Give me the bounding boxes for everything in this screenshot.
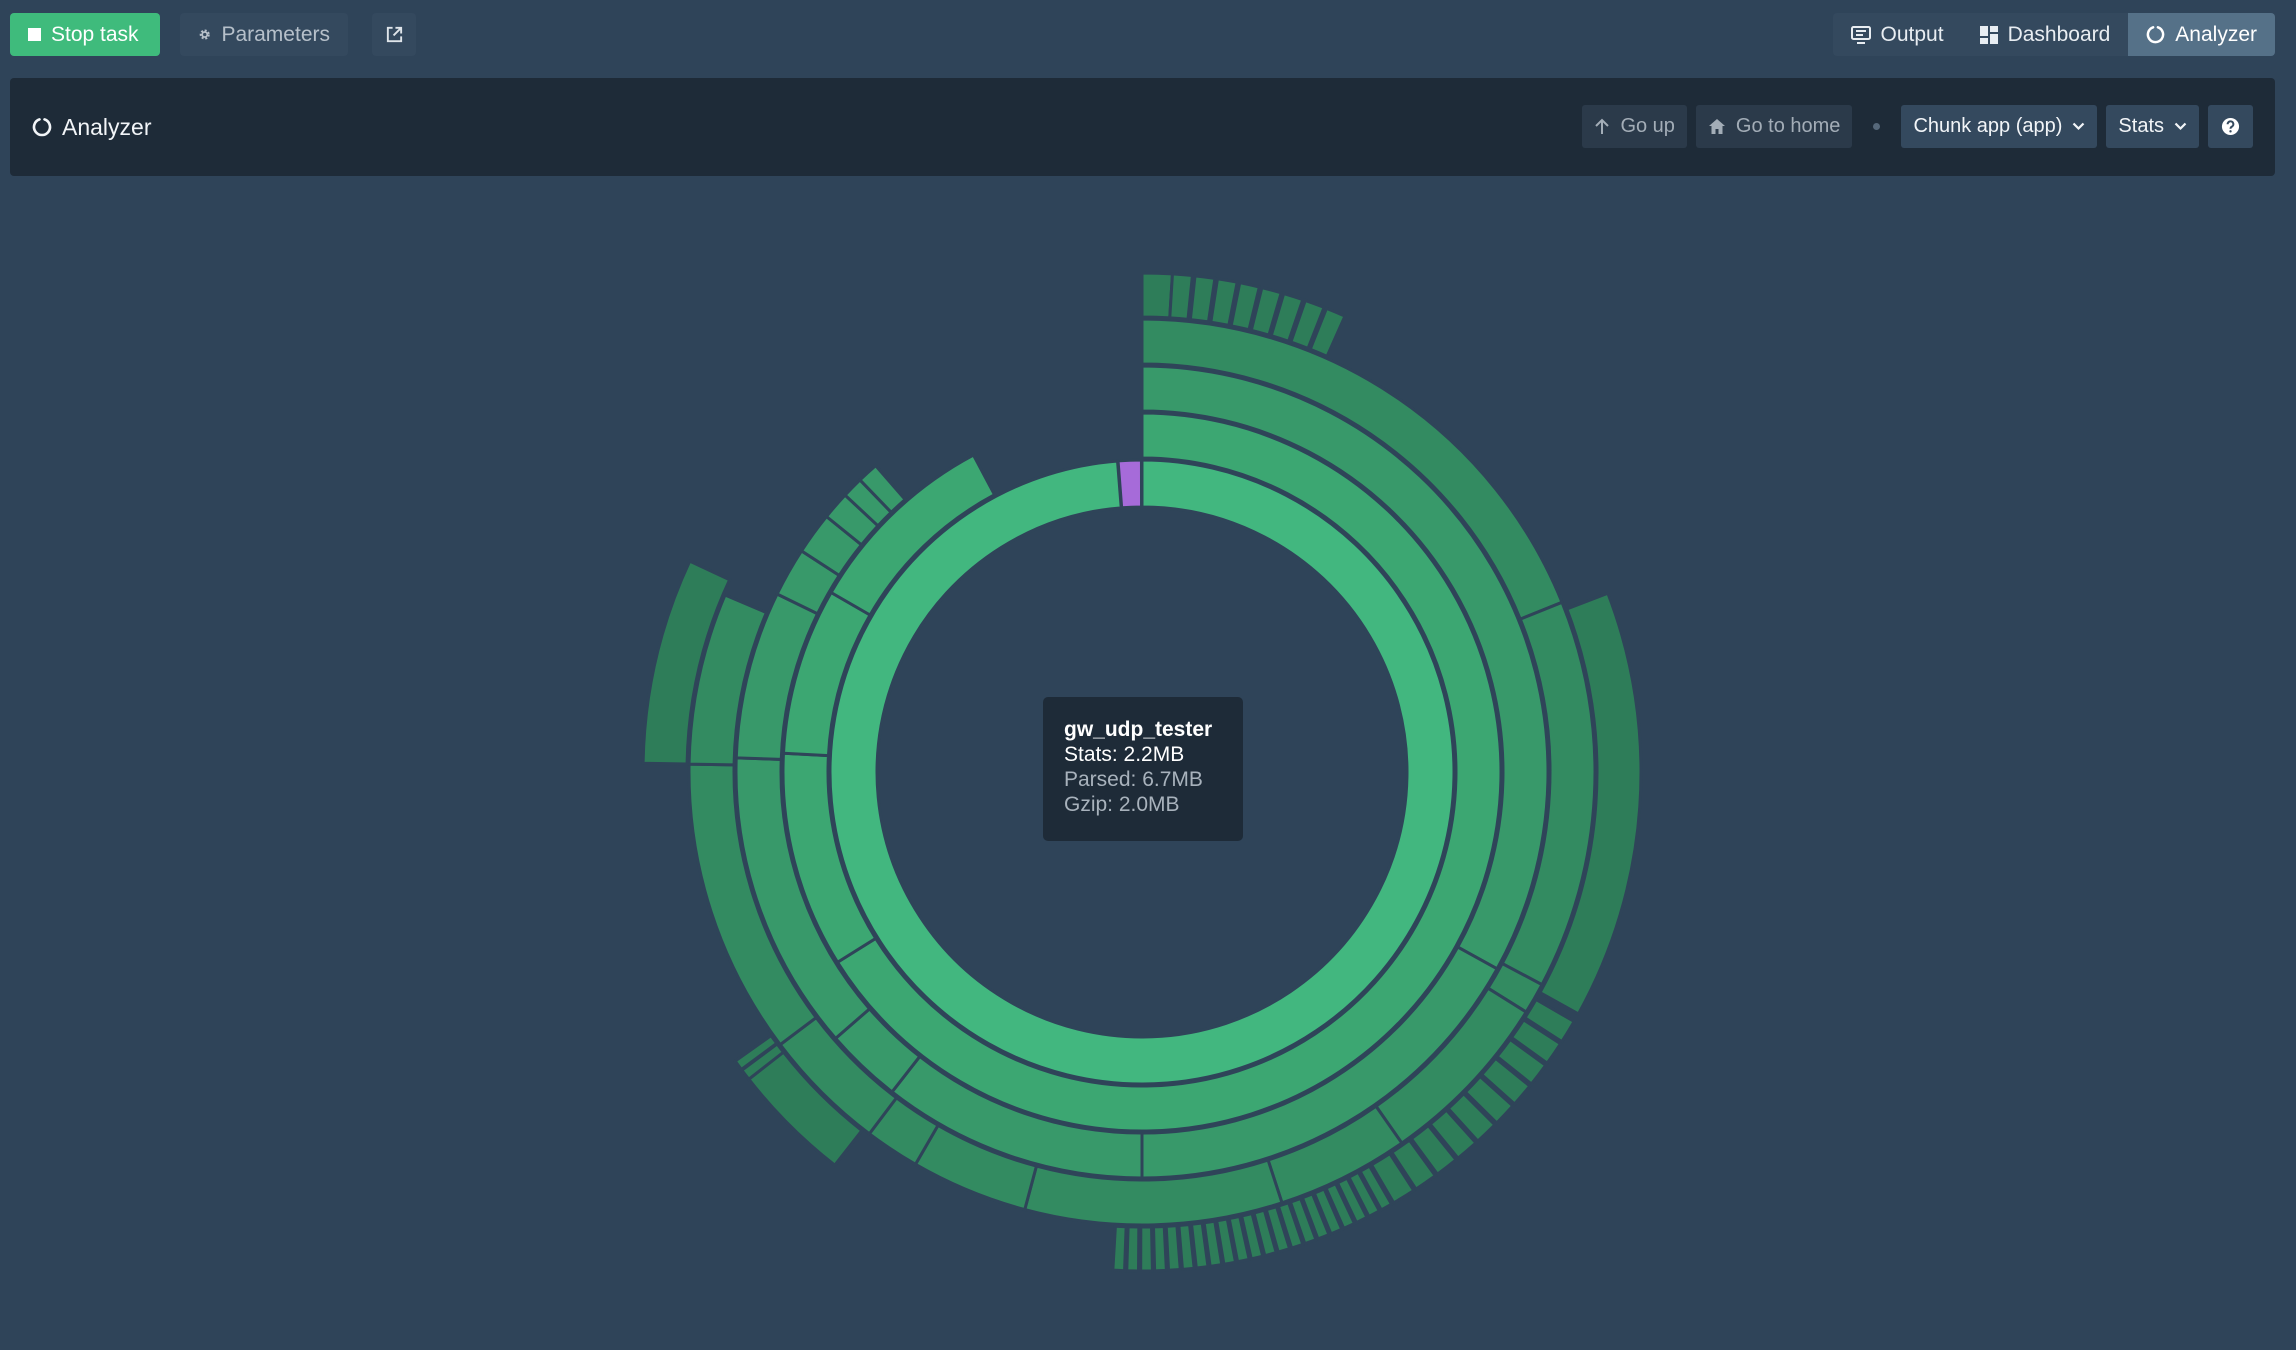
sunburst-segment[interactable]	[1125, 1225, 1141, 1273]
sunburst-segment[interactable]	[1389, 1138, 1438, 1192]
sunburst-segment[interactable]	[857, 463, 908, 515]
sunburst-segment[interactable]	[1494, 1037, 1548, 1087]
sunburst-segment[interactable]	[1151, 1224, 1168, 1273]
sunburst-segment[interactable]	[1446, 1091, 1497, 1144]
sunburst-segment[interactable]	[1522, 997, 1577, 1044]
tooltip-stats: Stats: 2.2MB	[1064, 743, 1185, 766]
tab-analyzer[interactable]: Analyzer	[2128, 13, 2275, 56]
sunburst-segment[interactable]	[1369, 1151, 1416, 1205]
help-button[interactable]	[2208, 105, 2253, 148]
chunk-tooltip: gw_udp_tester Stats: 2.2MB Parsed: 6.7MB…	[1043, 697, 1243, 841]
sunburst-segment[interactable]	[1252, 1208, 1279, 1258]
tab-output[interactable]: Output	[1832, 13, 1962, 56]
sunburst-segment[interactable]	[828, 458, 1456, 1086]
top-toolbar: Stop task Parameters Output	[0, 0, 2296, 68]
parameters-label: Parameters	[221, 22, 330, 46]
stop-task-label: Stop task	[51, 22, 139, 46]
open-external-button[interactable]	[372, 13, 416, 56]
analyzer-panel: Analyzer Go up Go to home Chunk app (app…	[10, 78, 2275, 176]
sunburst-segment[interactable]	[1264, 1204, 1292, 1254]
sunburst-segment[interactable]	[829, 452, 997, 618]
sunburst-segment[interactable]	[1463, 1074, 1515, 1126]
sunburst-segment[interactable]	[1276, 1200, 1305, 1250]
sunburst-segment[interactable]	[687, 593, 769, 767]
sunburst-segment[interactable]	[1164, 1224, 1182, 1272]
tooltip-gzip: Gzip: 2.0MB	[1064, 793, 1180, 816]
sunburst-segment[interactable]	[1346, 1170, 1382, 1219]
sunburst-segment[interactable]	[1358, 1163, 1394, 1212]
tab-dashboard[interactable]: Dashboard	[1961, 13, 2129, 56]
size-mode-select[interactable]: Stats	[2106, 105, 2199, 148]
go-home-label: Go to home	[1735, 115, 1841, 137]
tooltip-parsed: Parsed: 6.7MB	[1064, 768, 1203, 791]
go-home-button[interactable]: Go to home	[1695, 105, 1853, 148]
arrow-up-icon	[1595, 118, 1610, 134]
chevron-down-icon	[2174, 122, 2187, 131]
sunburst-segment[interactable]	[1214, 1217, 1238, 1266]
sunburst-segment[interactable]	[1409, 1123, 1459, 1177]
sunburst-segment[interactable]	[1308, 306, 1347, 359]
gear-icon	[199, 29, 210, 40]
panel-title: Analyzer	[32, 78, 151, 176]
sunburst-segment[interactable]	[1312, 1186, 1344, 1236]
sunburst-segment[interactable]	[1227, 1214, 1251, 1264]
question-circle-icon	[2221, 117, 2240, 136]
sunburst-segment[interactable]	[1479, 1056, 1532, 1107]
home-icon	[1708, 119, 1725, 134]
sunburst-segment-selected[interactable]	[1116, 458, 1144, 510]
sunburst-segment[interactable]	[1509, 1017, 1563, 1066]
sunburst-segment[interactable]	[1269, 291, 1305, 344]
analyzer-toolbar: Go up Go to home Chunk app (app) Stats	[1573, 105, 2253, 148]
sunburst-segment[interactable]	[1188, 274, 1217, 324]
sunburst-segment[interactable]	[1139, 1225, 1154, 1273]
view-tabs: Output Dashboard Analyzer	[1832, 13, 2275, 56]
sunburst-segment[interactable]	[1168, 272, 1195, 321]
monitor-icon	[1850, 25, 1871, 44]
chevron-down-icon	[2073, 122, 2085, 131]
panel-title-label: Analyzer	[62, 113, 152, 140]
size-mode-label: Stats	[2118, 115, 2164, 137]
sunburst-segment[interactable]	[1300, 1191, 1331, 1241]
chunk-select-label: Chunk app (app)	[1913, 115, 2063, 137]
chunk-select[interactable]: Chunk app (app)	[1901, 105, 2098, 148]
tab-dashboard-label: Dashboard	[2007, 22, 2111, 46]
stop-task-button[interactable]: Stop task	[10, 13, 160, 56]
sunburst-segment[interactable]	[1140, 271, 1175, 320]
separator-dot	[1873, 123, 1881, 130]
sunburst-segment[interactable]	[1288, 298, 1327, 351]
sunburst-segment[interactable]	[1202, 1219, 1224, 1269]
tab-output-label: Output	[1880, 22, 1944, 46]
sunburst-segment[interactable]	[1335, 1176, 1370, 1225]
sunburst-segment[interactable]	[1428, 1108, 1479, 1161]
parameters-button[interactable]: Parameters	[180, 13, 348, 56]
sunburst-segment[interactable]	[1324, 1181, 1357, 1231]
circle-notch-icon	[2146, 26, 2165, 44]
stop-square-icon	[28, 28, 41, 41]
sunburst-segment[interactable]	[1209, 277, 1239, 328]
sunburst-segment[interactable]	[1189, 1221, 1210, 1270]
circle-notch-icon	[32, 118, 52, 137]
sunburst-segment[interactable]	[733, 1033, 779, 1072]
sunburst-segment[interactable]	[1111, 1224, 1128, 1273]
sunburst-segment[interactable]	[1239, 1211, 1265, 1261]
go-up-button[interactable]: Go up	[1582, 105, 1687, 148]
dashboard-grid-icon	[1979, 25, 1998, 44]
tooltip-name: gw_udp_tester	[1064, 718, 1213, 741]
sunburst-segment[interactable]	[641, 559, 732, 766]
sunburst-segment[interactable]	[1229, 280, 1262, 332]
go-up-label: Go up	[1620, 115, 1675, 137]
tab-analyzer-label: Analyzer	[2175, 22, 2257, 46]
sunburst-segment[interactable]	[1249, 285, 1284, 337]
sunburst-segment[interactable]	[835, 411, 1503, 1133]
external-link-icon	[386, 26, 402, 43]
sunburst-segment[interactable]	[1177, 1222, 1196, 1271]
sunburst-segment[interactable]	[1288, 1196, 1318, 1246]
sunburst-segment[interactable]	[1537, 591, 1643, 1016]
